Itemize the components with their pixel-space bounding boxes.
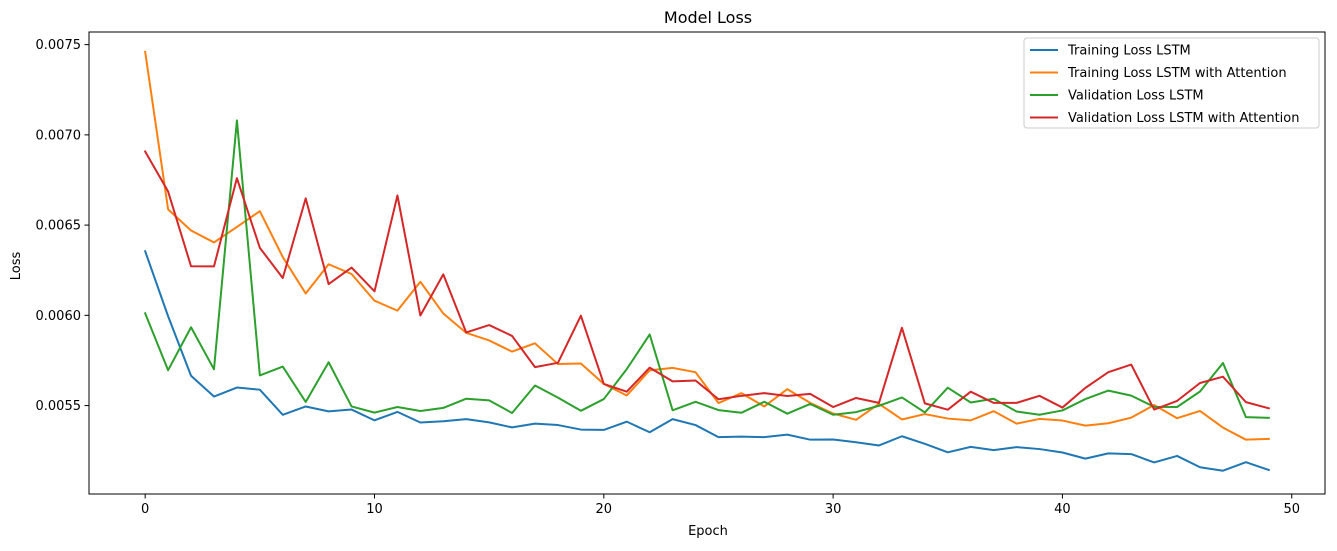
legend-label-3: Validation Loss LSTM with Attention	[1068, 111, 1299, 126]
x-tick-label: 40	[1054, 502, 1071, 517]
y-tick-label: 0.0065	[36, 219, 82, 234]
y-tick-label: 0.0075	[36, 38, 82, 53]
y-tick-label: 0.0055	[36, 399, 82, 414]
x-axis-label: Epoch	[688, 524, 728, 539]
axes-frame	[88, 31, 1326, 495]
y-tick-label: 0.0060	[36, 309, 82, 324]
chart-title: Model Loss	[664, 8, 752, 27]
legend-label-0: Training Loss LSTM	[1067, 44, 1191, 59]
series-line-0	[143, 249, 1271, 472]
x-tick-label: 0	[141, 502, 149, 517]
x-tick-label: 30	[825, 502, 842, 517]
series-line-2	[143, 119, 1270, 419]
x-tick-label: 10	[366, 502, 383, 517]
axis-layer: 0 10 20 30 40 50 0.0055 0.0060 0.0065 0.0070 0.007…	[36, 31, 1326, 517]
x-tick-label: 20	[596, 502, 613, 517]
series-line-1	[144, 50, 1270, 441]
legend-label-2: Validation Loss LSTM	[1068, 89, 1204, 104]
x-tick-label: 50	[1283, 502, 1300, 517]
y-axis-label: Loss	[9, 252, 24, 281]
series-layer	[143, 50, 1271, 472]
series-line-3	[143, 150, 1271, 411]
y-tick-label: 0.0070	[36, 128, 82, 143]
legend: Training Loss LSTM Training Loss LSTM wit…	[1023, 37, 1320, 129]
legend-label-1: Training Loss LSTM with Attention	[1067, 66, 1287, 81]
legend-box	[1023, 37, 1320, 129]
